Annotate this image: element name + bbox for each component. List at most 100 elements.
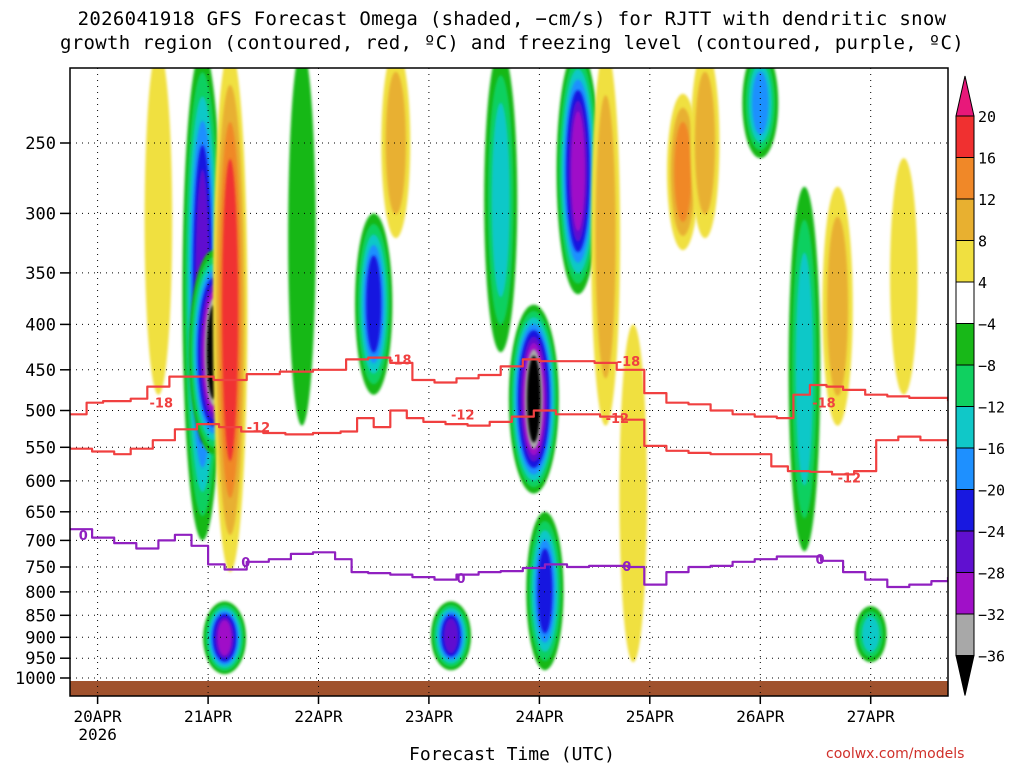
colorbar-bin [955, 530, 975, 573]
y-tick-label: 550 [25, 438, 56, 458]
omega-feature [484, 68, 518, 353]
omega-shade-level [752, 71, 769, 135]
colorbar-label: −28 [978, 565, 1005, 583]
omega-shade-level [288, 68, 316, 426]
omega-feature [690, 68, 720, 239]
contour-label: 0 [622, 560, 631, 575]
omega-shade-level [571, 111, 585, 232]
y-tick-label: 650 [25, 503, 56, 523]
omega-feature [822, 186, 853, 426]
y-tick-label: 800 [25, 583, 56, 603]
omega-shade-level [527, 355, 541, 443]
contour-label: 0 [241, 556, 250, 571]
colorbar-bin [955, 198, 975, 241]
contour--12 [70, 409, 948, 476]
plot-frame [69, 67, 949, 697]
omega-feature [288, 68, 316, 426]
y-tick-label: 950 [25, 649, 56, 669]
colorbar-label: −4 [978, 316, 996, 334]
omega-feature [355, 213, 393, 395]
x-tick-label: 20APR [74, 707, 123, 726]
colorbar-label: −12 [978, 399, 1005, 417]
colorbar-label: 16 [978, 150, 996, 168]
chart-title-line-2: growth region (contoured, red, ºC) and f… [60, 32, 964, 54]
x-tick-sublabel: 2026 [78, 725, 117, 744]
y-tick-label: 1000 [15, 669, 56, 689]
y-tick-label: 900 [25, 628, 56, 648]
omega-feature [381, 68, 411, 239]
colorbar-bin [955, 406, 975, 449]
omega-shade-level [619, 324, 647, 663]
omega-shade-level [537, 548, 553, 634]
colorbar-bin [955, 240, 975, 283]
x-tick-label: 22APR [294, 707, 343, 726]
omega-feature [742, 68, 779, 159]
contour-0 [70, 528, 948, 589]
omega-shade-level [674, 121, 692, 222]
colorbar-label: −24 [978, 523, 1005, 541]
y-tick-label: 850 [25, 606, 56, 626]
y-tick-label: 450 [25, 361, 56, 381]
colorbar-bin [955, 364, 975, 407]
omega-shade-level [385, 71, 406, 215]
ground-layer [70, 681, 948, 696]
omega-shade-level [217, 620, 232, 656]
colorbar-label: −16 [978, 440, 1005, 458]
omega-feature [854, 606, 887, 663]
omega-shade-level [862, 616, 880, 653]
contour-label: -18 [617, 355, 641, 370]
y-tick-label: 700 [25, 531, 56, 551]
omega-feature [526, 511, 564, 671]
y-tick-label: 500 [25, 402, 56, 422]
contour-label: 0 [816, 553, 825, 568]
contour-lines: -18 -18 -18 -18 -12 -12 -12 -12 0 0 0 0 0 [70, 353, 948, 589]
colorbar-bin [955, 613, 975, 656]
contour-label: -18 [388, 353, 412, 368]
omega-shade-level [222, 159, 239, 461]
contour--18 [70, 356, 948, 420]
contour-label: -18 [150, 397, 174, 412]
omega-feature [203, 601, 247, 675]
omega-feature [788, 186, 821, 552]
contour-label: -12 [606, 412, 630, 427]
contour-label: -18 [812, 397, 836, 412]
colorbar-label: 12 [978, 191, 996, 209]
omega-shade-level [491, 102, 510, 298]
omega-feature [890, 158, 918, 395]
y-tick-label: 750 [25, 558, 56, 578]
omega-shade-level [694, 71, 716, 215]
x-tick-label: 21APR [184, 707, 233, 726]
y-tick-label: 300 [25, 204, 56, 224]
omega-shade-level [795, 252, 814, 486]
omega-shade-level [144, 68, 173, 395]
chart-title-line-1: 2026041918 GFS Forecast Omega (shaded, −… [77, 8, 947, 30]
x-tick-label: 26APR [736, 707, 785, 726]
colorbar-bin [955, 281, 975, 324]
omega-feature [619, 324, 647, 663]
colorbar-label: 20 [978, 108, 996, 126]
contour-label: -12 [838, 472, 862, 487]
contour-label: -12 [451, 408, 475, 423]
omega-feature [212, 68, 248, 572]
y-tick-label: 400 [25, 315, 56, 335]
omega-shade-level [443, 618, 459, 654]
contour-label: 0 [457, 572, 466, 587]
colorbar-bin [955, 323, 975, 366]
omega-shade-level [595, 95, 616, 379]
omega-shade-level [366, 255, 382, 353]
colorbar-label: −20 [978, 482, 1005, 500]
omega-feature [508, 304, 559, 494]
credit-link[interactable]: coolwx.com/models [826, 746, 965, 762]
colorbar-bin [955, 572, 975, 615]
y-axis: 2503003504004505005506006507007508008509… [15, 134, 70, 689]
colorbar-label: −36 [978, 648, 1005, 666]
omega-shade-level [827, 216, 849, 396]
colorbar-label: −32 [978, 606, 1005, 624]
colorbar-bin [955, 447, 975, 490]
contour-label: 0 [79, 529, 88, 544]
colorbar-bin [955, 115, 975, 158]
colorbar: 20 16 12 8 4 −4 −8 −12 −16 −20 −24 −28 −32 −36 [955, 75, 1005, 696]
ground-strip [70, 681, 948, 696]
